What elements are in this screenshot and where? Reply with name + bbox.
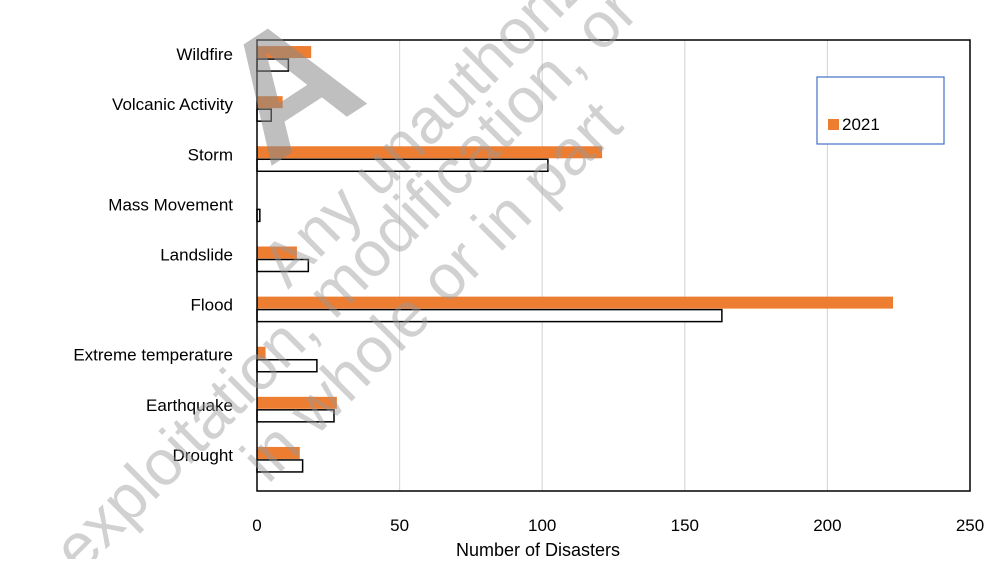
bar-series-2021-wildfire bbox=[257, 46, 312, 59]
bar-series-2021-volcanic-activity bbox=[257, 96, 283, 109]
bar-series-2021-extreme-temperature bbox=[257, 346, 266, 359]
x-tick-labels: 0 50 100 150 200 250 bbox=[252, 516, 984, 535]
bar-series-2021-storm bbox=[257, 146, 603, 159]
category-labels: Wildfire Volcanic Activity Storm Mass Movem… bbox=[73, 45, 233, 465]
bars bbox=[256, 46, 893, 473]
category-label-earthquake: Earthquake bbox=[146, 396, 233, 415]
category-label-flood: Flood bbox=[190, 296, 233, 315]
legend-label-2021: 2021 bbox=[842, 115, 880, 134]
legend-swatch-2021 bbox=[828, 119, 839, 130]
x-axis-title: Number of Disasters bbox=[456, 540, 620, 559]
bar-series-2021-flood bbox=[257, 296, 893, 309]
category-label-wildfire: Wildfire bbox=[176, 45, 233, 64]
category-label-drought: Drought bbox=[173, 446, 234, 465]
legend: 2021 bbox=[816, 76, 945, 145]
category-label-landslide: Landslide bbox=[160, 246, 233, 265]
x-tick-label-0: 0 bbox=[252, 516, 261, 535]
category-label-volcanic-activity: Volcanic Activity bbox=[112, 95, 233, 114]
x-tick-label-50: 50 bbox=[390, 516, 409, 535]
legend-box bbox=[816, 76, 945, 145]
x-tick-label-100: 100 bbox=[528, 516, 556, 535]
x-tick-label-150: 150 bbox=[671, 516, 699, 535]
category-label-storm: Storm bbox=[188, 145, 233, 164]
plot-area-frame bbox=[256, 39, 971, 492]
bar-series-2021-earthquake bbox=[257, 396, 337, 409]
x-tick-label-200: 200 bbox=[813, 516, 841, 535]
x-tick-label-250: 250 bbox=[956, 516, 984, 535]
category-label-extreme-temperature: Extreme temperature bbox=[73, 346, 233, 365]
bar-series-2021-drought bbox=[257, 446, 300, 459]
bar-series-2021-landslide bbox=[257, 246, 297, 259]
category-label-mass-movement: Mass Movement bbox=[108, 195, 233, 214]
